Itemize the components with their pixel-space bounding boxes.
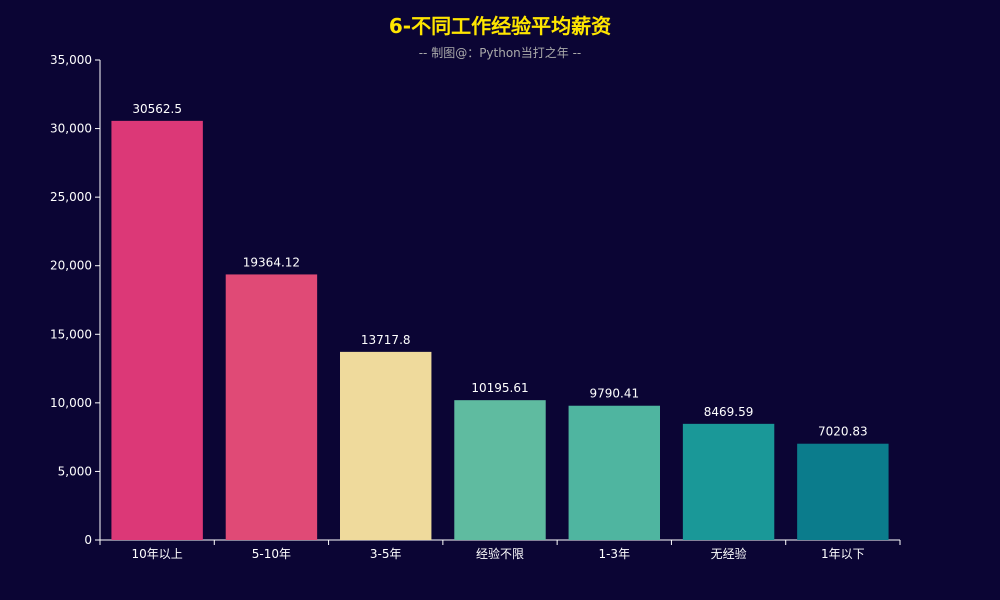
x-tick-label: 经验不限	[476, 546, 524, 561]
bar	[340, 351, 432, 540]
data-label: 30562.5	[132, 102, 182, 116]
data-label: 10195.61	[471, 381, 528, 395]
x-tick-label: 10年以上	[132, 547, 183, 561]
y-tick-label: 30,000	[50, 122, 92, 136]
bar	[797, 443, 889, 540]
y-tick-label: 0	[84, 533, 92, 547]
chart-title: 6-不同工作经验平均薪资	[388, 14, 612, 38]
data-label: 7020.83	[818, 425, 868, 439]
y-tick-label: 25,000	[50, 190, 92, 204]
x-tick-label: 1-3年	[598, 547, 630, 561]
bar	[682, 423, 775, 540]
bar	[568, 405, 660, 540]
bar	[454, 400, 546, 540]
data-label: 19364.12	[243, 255, 300, 269]
chart-subtitle: -- 制图@：Python当打之年 --	[418, 46, 582, 60]
bar	[111, 120, 203, 540]
bar	[225, 274, 318, 540]
x-tick-label: 无经验	[711, 546, 747, 561]
y-tick-label: 5,000	[58, 464, 92, 478]
y-tick-label: 20,000	[50, 259, 92, 273]
y-tick-label: 10,000	[50, 396, 92, 410]
x-tick-label: 5-10年	[252, 547, 291, 561]
y-tick-label: 35,000	[50, 53, 92, 67]
data-label: 9790.41	[589, 387, 639, 401]
x-tick-label: 1年以下	[821, 547, 865, 561]
data-label: 8469.59	[704, 405, 754, 419]
x-tick-label: 3-5年	[370, 547, 402, 561]
data-label: 13717.8	[361, 333, 411, 347]
y-tick-label: 15,000	[50, 327, 92, 341]
